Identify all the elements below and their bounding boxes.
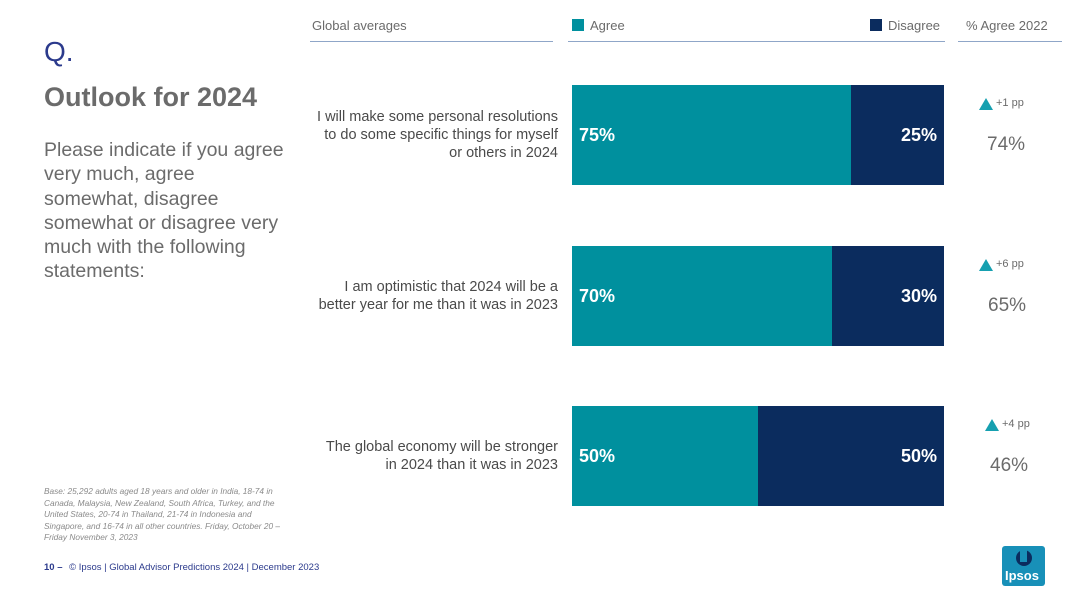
header-rule-right (958, 41, 1062, 42)
header-agree-2022: % Agree 2022 (966, 18, 1048, 33)
bar-disagree (851, 85, 944, 185)
bar-disagree (758, 406, 944, 506)
question-text: Please indicate if you agree very much, … (44, 139, 284, 283)
agree-2022-value: 65% (988, 295, 1027, 316)
logo-text: Ipsos (1005, 568, 1039, 583)
data-label-agree: 75% (579, 125, 616, 145)
page-title: Outlook for 2024 (44, 82, 258, 112)
footer: 10 – © Ipsos | Global Advisor Prediction… (44, 562, 319, 573)
page-number: 10 – (44, 562, 63, 573)
up-triangle-icon (979, 259, 993, 271)
legend-agree-label: Agree (590, 18, 625, 33)
legend-disagree-label: Disagree (888, 18, 941, 33)
legend-disagree-swatch (870, 19, 882, 31)
change-label: +1 pp (996, 97, 1024, 109)
change-label: +6 pp (996, 258, 1024, 270)
up-triangle-icon (979, 98, 993, 110)
bar-agree (572, 85, 851, 185)
header-global-averages: Global averages (312, 18, 407, 33)
change-label: +4 pp (1002, 418, 1030, 430)
up-triangle-icon (985, 419, 999, 431)
base-note: Base: 25,292 adults aged 18 years and ol… (44, 486, 280, 543)
bar-disagree (832, 246, 944, 346)
agree-2022-value: 74% (987, 134, 1026, 155)
bar-agree (572, 246, 833, 346)
q-label: Q. (44, 36, 74, 67)
data-label-agree: 50% (579, 446, 616, 466)
agree-2022-value: 46% (990, 455, 1029, 476)
footer-text: © Ipsos | Global Advisor Predictions 202… (69, 562, 320, 573)
header-rule-middle (568, 41, 945, 42)
statement-label: I am optimistic that 2024 will be a bett… (318, 278, 558, 313)
statement-label: I will make some personal resolutions to… (317, 108, 558, 162)
data-label-disagree: 30% (900, 286, 937, 306)
data-label-agree: 70% (579, 286, 616, 306)
header-rule-left (310, 41, 553, 42)
statement-label: The global economy will be stronger in 2… (325, 438, 558, 473)
ipsos-logo: Ipsos (1002, 546, 1045, 586)
bar-agree (572, 406, 758, 506)
data-label-disagree: 25% (900, 125, 937, 145)
data-label-disagree: 50% (900, 446, 937, 466)
legend-agree-swatch (572, 19, 584, 31)
